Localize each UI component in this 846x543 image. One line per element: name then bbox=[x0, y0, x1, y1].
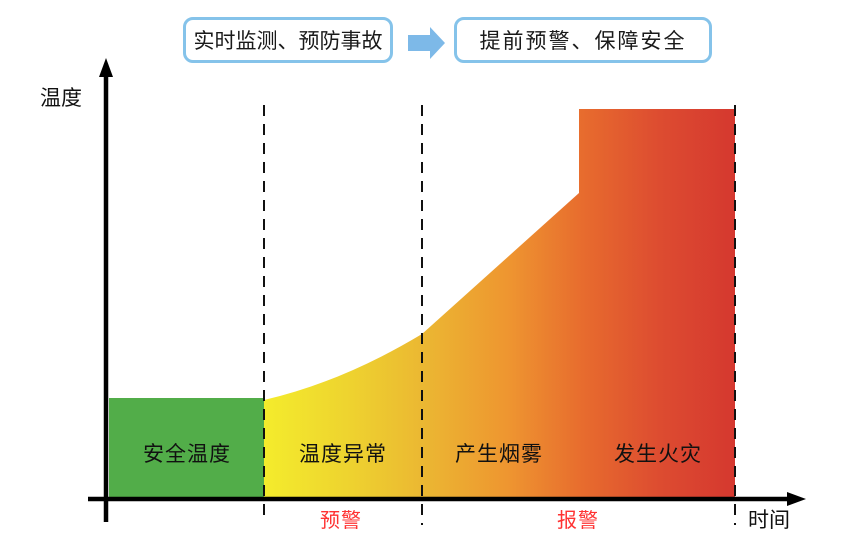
x-axis-arrow-icon bbox=[787, 492, 806, 506]
y-axis-label: 温度 bbox=[40, 86, 82, 110]
stage-label-safe: 安全温度 bbox=[143, 442, 231, 466]
block-arrow-right-icon bbox=[408, 27, 445, 59]
stage-label-abnormal: 温度异常 bbox=[299, 442, 387, 466]
stage-label-smoke: 产生烟雾 bbox=[455, 442, 543, 466]
pre-warning-label: 预警 bbox=[320, 508, 362, 532]
temperature-rise-area bbox=[264, 109, 735, 497]
result-box: 提前预警、保障安全 bbox=[454, 17, 712, 63]
y-axis-arrow-icon bbox=[99, 58, 113, 77]
x-axis-label: 时间 bbox=[748, 508, 790, 532]
monitor-box: 实时监测、预防事故 bbox=[183, 17, 393, 63]
alarm-label: 报警 bbox=[557, 508, 599, 532]
safe-zone-area bbox=[109, 398, 264, 497]
result-box-label: 提前预警、保障安全 bbox=[479, 29, 687, 53]
monitor-box-label: 实时监测、预防事故 bbox=[193, 29, 383, 53]
stage-label-fire: 发生火灾 bbox=[614, 442, 702, 466]
